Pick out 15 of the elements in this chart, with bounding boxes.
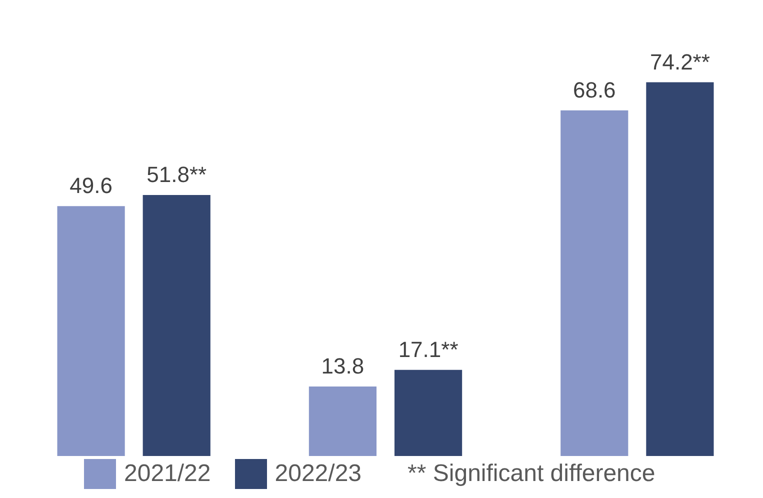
bar [142, 195, 210, 456]
bar [394, 370, 462, 456]
data-label: 17.1** [398, 336, 459, 362]
text: ** Significant difference [408, 460, 656, 488]
data-label: 49.6 [70, 173, 112, 198]
bar [646, 82, 714, 456]
bar [560, 110, 628, 456]
legend-label: 2021/22 [124, 460, 211, 488]
data-label: 51.8** [146, 162, 208, 188]
data-label: 68.6 [572, 77, 616, 102]
data-label: 74.2** [650, 49, 710, 74]
bar [57, 206, 125, 456]
bar [308, 386, 377, 456]
data-label: 13.8 [321, 354, 364, 379]
legend-label: 2022/23 [274, 460, 362, 488]
